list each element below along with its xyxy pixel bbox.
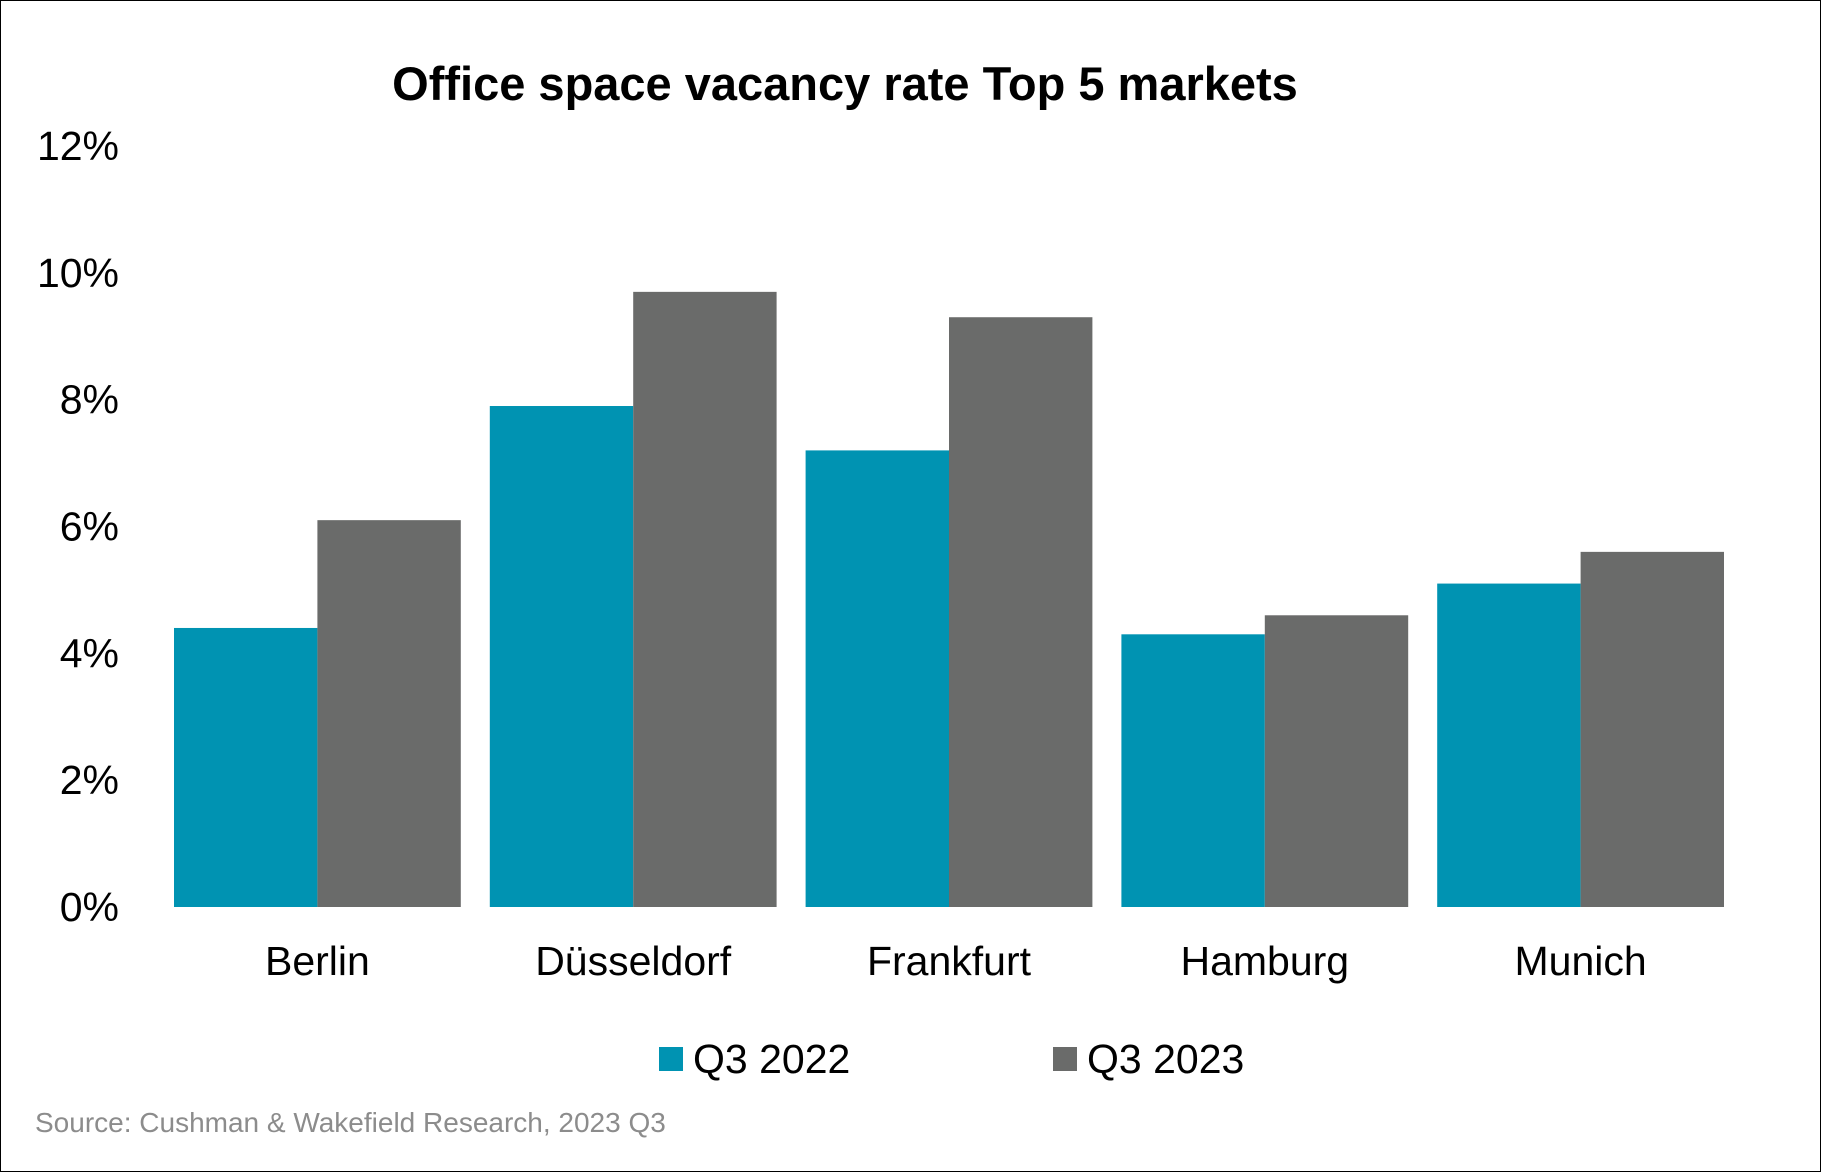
legend-swatch <box>1053 1047 1077 1071</box>
bar-d-sseldorf-q3-2022 <box>489 406 634 907</box>
legend-label: Q3 2022 <box>693 1036 850 1082</box>
bar-hamburg-q3-2023 <box>1264 615 1409 907</box>
y-tick-label: 6% <box>60 504 119 550</box>
y-tick-label: 2% <box>60 757 119 803</box>
y-tick-label: 12% <box>37 123 119 169</box>
bar-berlin-q3-2023 <box>317 520 461 907</box>
x-category-label: Munich <box>1515 938 1647 984</box>
y-tick-label: 4% <box>60 630 119 676</box>
y-tick-label: 0% <box>60 884 119 930</box>
bar-d-sseldorf-q3-2023 <box>633 291 777 907</box>
chart-title: Office space vacancy rate Top 5 markets <box>392 57 1298 110</box>
legend-label: Q3 2023 <box>1087 1036 1244 1082</box>
x-axis-categories: Berlin Düsseldorf Frankfurt Hamburg Munich <box>265 938 1647 984</box>
bar-berlin-q3-2022 <box>174 627 318 907</box>
y-tick-label: 8% <box>60 377 119 423</box>
x-category-label: Berlin <box>265 938 370 984</box>
bar-munich-q3-2023 <box>1580 551 1724 907</box>
x-category-label: Frankfurt <box>867 938 1032 984</box>
bar-frankfurt-q3-2022 <box>805 450 949 907</box>
legend-swatch <box>659 1047 683 1071</box>
bar-munich-q3-2022 <box>1437 583 1581 907</box>
y-axis-ticks: 0% 2% 4% 6% 8% 10% 12% <box>37 123 119 930</box>
bar-hamburg-q3-2022 <box>1121 634 1265 907</box>
x-category-label: Hamburg <box>1180 938 1349 984</box>
x-category-label: Düsseldorf <box>535 938 732 984</box>
bars <box>174 291 1724 908</box>
y-tick-label: 10% <box>37 250 119 296</box>
legend: Q3 2022 Q3 2023 <box>659 1036 1244 1082</box>
source-note: Source: Cushman & Wakefield Research, 20… <box>35 1107 666 1138</box>
bar-frankfurt-q3-2023 <box>949 317 1093 908</box>
